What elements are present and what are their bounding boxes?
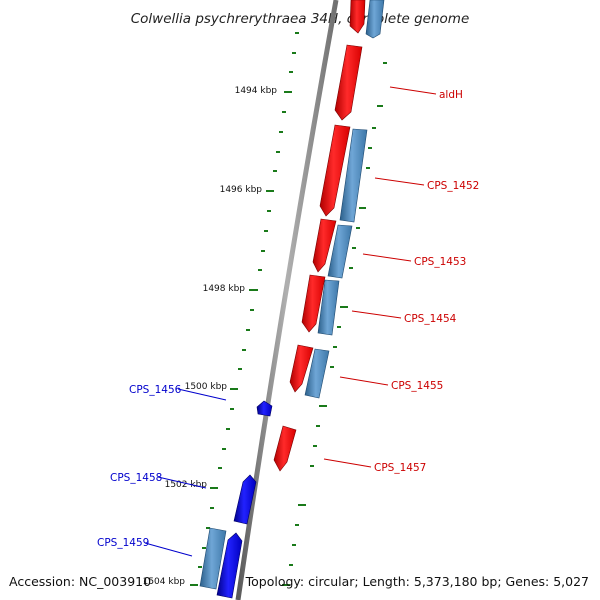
gene-label-aldH: aldH [439,89,463,101]
gene-label-cps-1454: CPS_1454 [404,313,457,325]
tick-label-1502: 1502 kbp [165,480,208,490]
tick-label-1504: 1504 kbp [143,577,186,587]
inner-tick-track [190,32,299,586]
cds-aldH-lower [334,44,363,121]
cds-cps-1459 [216,532,243,599]
cds-cps-1458 [233,474,257,525]
cds-cps-1452 [319,124,351,217]
gene-label-cps-1459: CPS_1459 [97,537,149,549]
cds-aldH [349,0,366,34]
orf-block [365,0,385,39]
cds-cps-1457 [273,425,297,472]
gene-label-cps-1455: CPS_1455 [391,380,443,392]
cds-cps-1453 [312,218,337,273]
gene-label-cps-1452: CPS_1452 [427,180,479,192]
scale-labels: 1494 kbp 1496 kbp 1498 kbp 1500 kbp 1502… [143,86,278,587]
reverse-cds-track [216,400,273,599]
cds-cps-1455 [289,344,314,393]
orf-block [327,224,353,279]
forward-label-leaders [323,86,437,468]
map-title: Colwellia psychrerythraea 34H, complete … [131,11,470,27]
cds-cps-1456 [256,400,273,417]
orf-track [199,0,385,590]
gene-label-cps-1458: CPS_1458 [110,472,162,484]
tick-label-1500: 1500 kbp [185,382,228,392]
gene-label-cps-1453: CPS_1453 [414,256,466,268]
accession-text: Accession: NC_003910 [9,574,151,589]
cds-cps-1454 [301,274,326,333]
orf-block [304,348,330,399]
topology-text: Topology: circular; Length: 5,373,180 bp… [245,574,589,589]
forward-gene-labels: aldH CPS_1452 CPS_1453 CPS_1454 CPS_1455… [374,89,479,474]
forward-cds-track [273,0,366,472]
outer-tick-track [282,62,387,586]
tick-label-1494: 1494 kbp [235,86,278,96]
reverse-label-leaders [144,388,227,557]
genome-backbone [235,0,339,600]
tick-label-1496: 1496 kbp [220,185,263,195]
orf-block [339,128,368,223]
orf-block [317,279,340,336]
reverse-gene-labels: CPS_1456 CPS_1458 CPS_1459 [97,384,182,549]
orf-block [199,527,227,590]
gene-label-cps-1457: CPS_1457 [374,462,426,474]
tick-label-1498: 1498 kbp [203,284,246,294]
gene-label-cps-1456: CPS_1456 [129,384,182,396]
